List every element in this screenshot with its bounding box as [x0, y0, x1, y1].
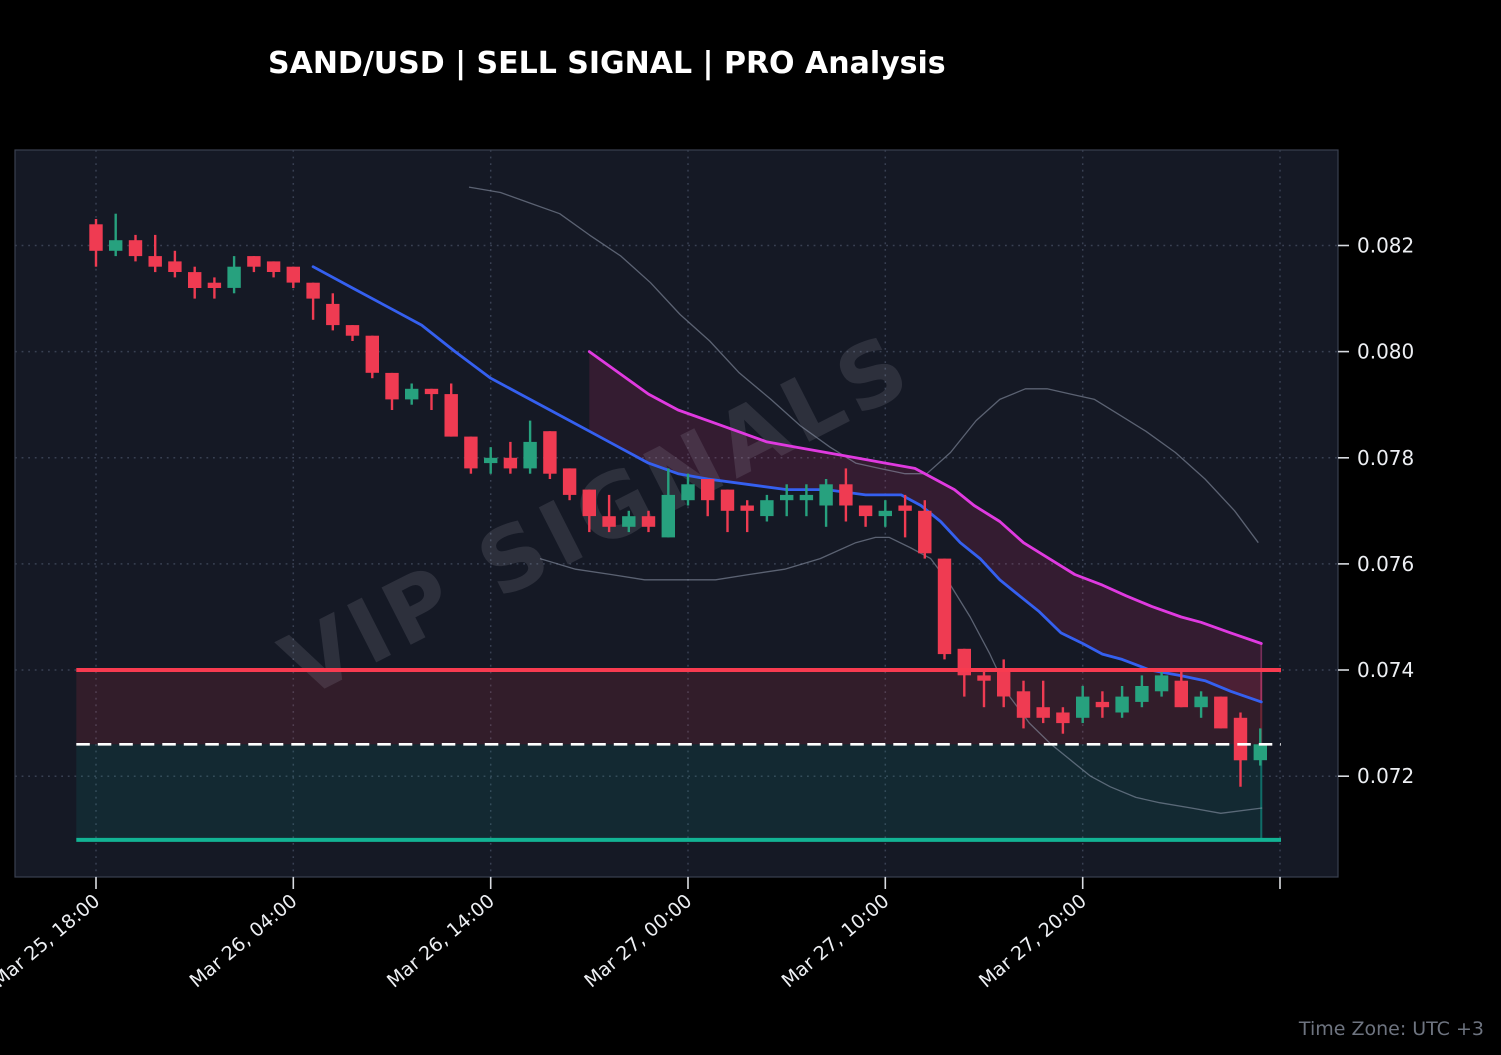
y-tick-label: 0.072: [1357, 764, 1414, 788]
bear-candle: [937, 558, 952, 655]
bear-candle: [503, 457, 518, 469]
x-tick-label: Mar 27, 20:00: [975, 890, 1091, 992]
bull-candle: [878, 510, 892, 517]
x-tick-label: Mar 27, 00:00: [580, 890, 696, 992]
bear-candle: [1095, 701, 1110, 708]
bull-candle: [622, 516, 636, 527]
y-tick-label: 0.076: [1357, 552, 1414, 576]
bull-candle: [1253, 744, 1267, 761]
x-axis: Mar 25, 18:00 Mar 26, 04:00 Mar 26, 14:00 M…: [0, 877, 1281, 992]
upper-channel-line: [587, 350, 1263, 645]
bear-candle: [740, 505, 754, 511]
timezone-note: Time Zone: UTC +3: [1298, 1018, 1484, 1040]
bear-candle: [464, 436, 478, 469]
bear-candle: [918, 510, 932, 554]
bear-candle: [641, 516, 656, 527]
moving-average-layer: [311, 265, 1263, 704]
bull-candle: [1154, 675, 1169, 692]
bear-candle: [562, 468, 577, 495]
bear-candle: [424, 388, 439, 395]
bear-candle: [1036, 707, 1050, 718]
bear-candle: [247, 256, 261, 267]
bear-candle: [148, 256, 162, 267]
x-tick-label: Mar 27, 10:00: [778, 890, 894, 992]
bear-candle: [286, 266, 300, 283]
bull-candle: [1194, 696, 1208, 708]
bull-candle: [523, 441, 537, 469]
bear-candle: [385, 372, 399, 400]
bear-candle: [1056, 712, 1070, 724]
trade-levels-layer: [76, 668, 1281, 842]
bull-candle: [819, 484, 833, 506]
bear-candle: [1233, 717, 1248, 761]
bull-candle: [760, 500, 774, 517]
bear-candle: [1214, 696, 1228, 729]
bull-candle: [1135, 686, 1149, 702]
y-axis: 0.072 0.074 0.076 0.078 0.080 0.082: [1338, 234, 1414, 788]
bear-candle: [188, 272, 202, 288]
x-tick-label: Mar 26, 14:00: [383, 890, 499, 992]
y-tick-label: 0.080: [1357, 340, 1414, 364]
bear-candle: [839, 484, 853, 506]
x-tick-label: Mar 25, 18:00: [0, 890, 104, 992]
bull-candle: [661, 494, 675, 538]
bear-candle: [602, 516, 616, 527]
bear-candle: [1016, 691, 1031, 718]
bear-candle: [582, 489, 596, 517]
y-tick-label: 0.082: [1357, 234, 1414, 258]
chart-title: SAND/USD | SELL SIGNAL | PRO Analysis: [268, 46, 946, 81]
signal-zones-layer: [76, 670, 1263, 840]
bull-candle: [780, 494, 794, 501]
bear-candle: [1174, 680, 1188, 708]
bear-candle: [365, 335, 379, 373]
profit-zone: [76, 744, 1262, 840]
bull-candle: [681, 484, 695, 501]
bear-candle: [168, 261, 182, 272]
bear-candle: [858, 505, 873, 517]
y-tick-label: 0.078: [1357, 446, 1414, 470]
bear-candle: [89, 224, 103, 251]
bull-candle: [1076, 696, 1090, 718]
bear-candle: [898, 505, 912, 511]
bear-candle: [701, 479, 715, 501]
bear-candle: [207, 282, 222, 288]
bear-candle: [306, 282, 320, 299]
bull-candle: [109, 240, 123, 251]
bear-candle: [977, 675, 991, 681]
bear-candle: [266, 261, 281, 272]
bear-candle: [720, 489, 735, 511]
bear-candle: [543, 431, 557, 474]
bull-candle: [1115, 696, 1129, 713]
bear-candle: [345, 325, 360, 336]
bear-candle: [997, 670, 1011, 697]
bear-candle: [444, 394, 458, 437]
bollinger-upper-band: [468, 186, 1259, 544]
x-tick-label: Mar 26, 04:00: [186, 890, 302, 992]
fast-ma-line: [311, 265, 1263, 704]
bear-candle: [326, 303, 340, 326]
bull-candle: [227, 266, 241, 288]
bull-candle: [405, 388, 419, 400]
y-tick-label: 0.074: [1357, 658, 1414, 682]
bear-candle: [128, 240, 143, 257]
plot-border: [14, 149, 1339, 878]
bull-candle: [484, 457, 498, 464]
bull-candle: [799, 494, 814, 501]
